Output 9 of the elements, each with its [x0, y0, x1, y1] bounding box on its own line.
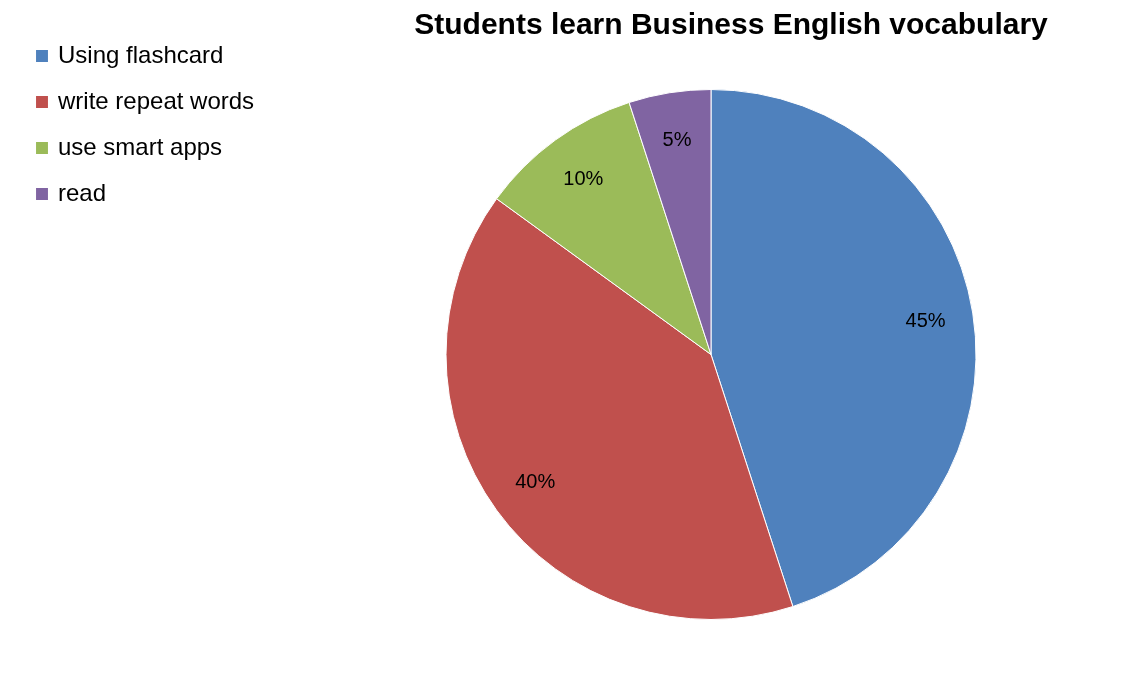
legend-label: use smart apps — [58, 133, 223, 160]
data-label: 45% — [905, 308, 946, 331]
legend-label: Using flashcard — [58, 41, 224, 68]
data-label: 10% — [563, 166, 604, 189]
legend-label: write repeat words — [57, 87, 255, 114]
data-label: 40% — [515, 470, 556, 493]
legend-label: read — [58, 179, 107, 206]
chart-title: Students learn Business English vocabulary — [414, 7, 1049, 40]
data-label: 5% — [662, 127, 692, 150]
